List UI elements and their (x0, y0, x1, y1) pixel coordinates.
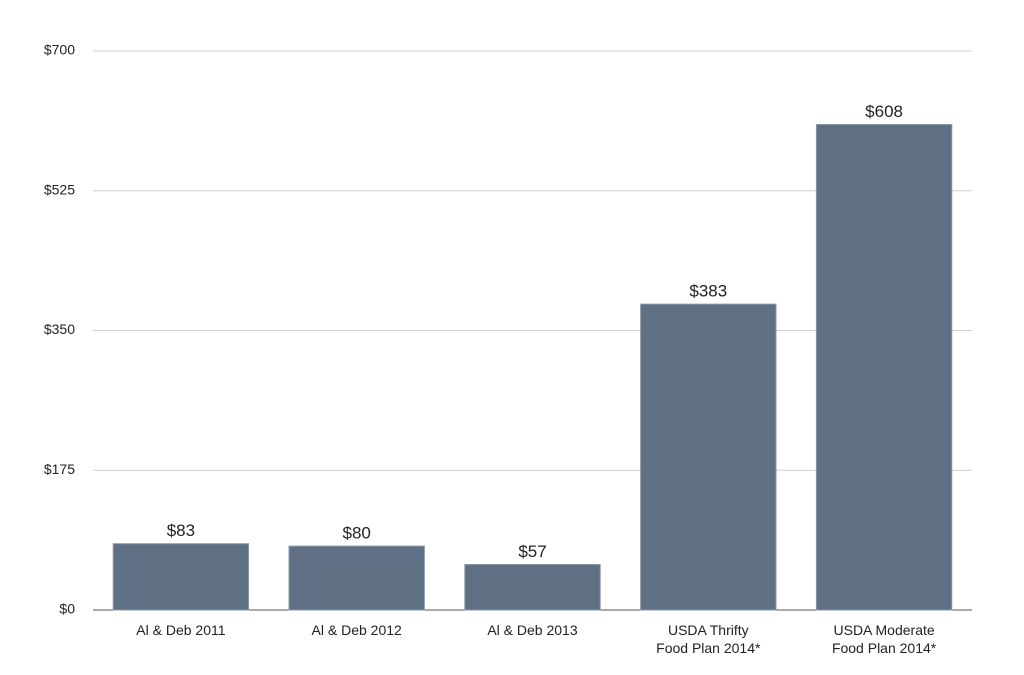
y-tick-label: $525 (44, 181, 75, 197)
value-label: $83 (167, 521, 195, 540)
y-tick-label: $175 (44, 461, 75, 477)
value-label: $57 (518, 542, 546, 561)
y-tick-label: $350 (44, 321, 75, 337)
x-tick-label: Al & Deb 2012 (311, 622, 402, 638)
value-label: $608 (865, 102, 903, 121)
x-tick-label: Al & Deb 2011 (136, 622, 226, 638)
x-tick-label: Al & Deb 2013 (487, 622, 578, 638)
bar (815, 123, 953, 611)
x-tick-label: USDA Thrifty Food Plan 2014* (656, 622, 761, 656)
y-tick-label: $700 (44, 42, 75, 58)
y-tick-label: $0 (59, 601, 75, 617)
value-label: $383 (689, 282, 727, 301)
bar (288, 545, 425, 611)
bar (464, 563, 601, 611)
bar (112, 543, 250, 611)
bar (640, 303, 777, 611)
value-label: $80 (343, 524, 371, 543)
x-tick-label: USDA Moderate Food Plan 2014* (831, 622, 937, 656)
